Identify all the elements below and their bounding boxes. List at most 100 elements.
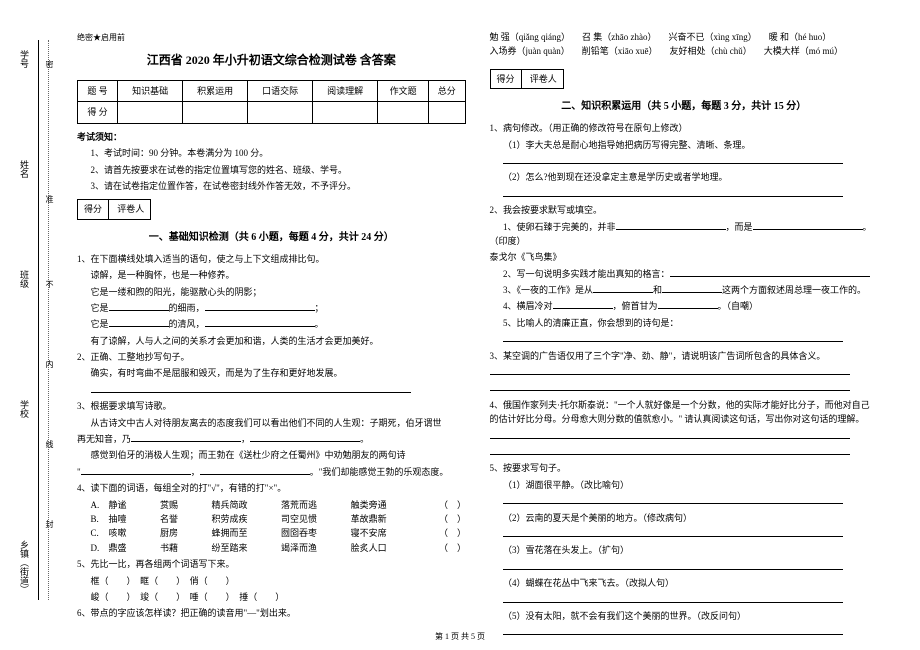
q2-2-3: 3、《一夜的工作》是从和这两个方面叙述周总理一夜工作的。 (490, 283, 879, 297)
paren: （ ） (426, 498, 466, 512)
blank (593, 283, 653, 293)
binding-margin: 学号 姓名 班级 学校 乡镇（街道） 密 准 不 内 线 封 (0, 0, 55, 650)
notice-title: 考试须知： (77, 130, 466, 144)
blank (616, 220, 726, 230)
q1-3d-c: 。"我们却能感觉王勃的乐观态度。 (310, 467, 449, 477)
blank (200, 465, 310, 475)
notice-1: 1、考试时间：90 分钟。本卷满分为 100 分。 (77, 146, 466, 160)
pinyin-row-2: 入场券（juàn quàn） 削铅笔（xiāo xuē） 友好相处（chù ch… (490, 44, 879, 58)
py-4: 入场券（juàn quàn） (490, 44, 570, 58)
blank (250, 432, 360, 442)
pinyin-row-1: 勉 强（qiǎng qiáng） 召 集（zhāo zhào） 兴奋不已（xìn… (490, 30, 879, 44)
q1-3d: "，。"我们却能感觉王勃的乐观态度。 (77, 465, 466, 479)
score-header-row: 题 号 知识基础 积累运用 口语交际 阅读理解 作文题 总分 (78, 80, 466, 101)
th-0: 题 号 (78, 80, 118, 101)
th-3: 口语交际 (248, 80, 313, 101)
q2-5-4: （4）蝴蝶在花丛中飞来飞去。（改拟人句） (490, 576, 879, 590)
blank (205, 301, 315, 311)
opt-b-l: B. (77, 512, 95, 526)
blank (490, 365, 850, 375)
notice-3: 3、请在试卷指定位置作答，在试卷密封线外作答无效，不予评分。 (77, 179, 466, 193)
score-value-row: 得 分 (78, 102, 466, 123)
q1-1a: 谅解，是一种胸怀，也是一种修养。 (77, 268, 466, 282)
blank (670, 267, 870, 277)
scorebox-a: 得分 (78, 200, 109, 218)
q2-1b-blank (490, 187, 879, 201)
q1-6: 6、带点的字应该怎样读？把正确的读音用"—"划出来。 (77, 606, 466, 620)
opt-c: C.咳嗽厨房蜂拥而至囫囵吞枣寝不安席（ ） (77, 526, 466, 540)
margin-solid-line (38, 40, 39, 600)
blank (503, 560, 843, 570)
q2-3: 3、某空调的广告语仅用了三个字"净、劲、静"，请说明该广告词所包含的具体含义。 (490, 349, 879, 363)
blank (91, 383, 411, 393)
q2-2-5blank (490, 332, 879, 346)
q1-3a: 从古诗文中古人对待朋友离去的态度我们可以看出他们不同的人生观：子期死，伯牙谓世 (77, 416, 466, 430)
right-column: 勉 强（qiǎng qiáng） 召 集（zhāo zhào） 兴奋不已（xìn… (478, 30, 891, 640)
q1-3b-a: 再无知音，乃 (77, 434, 131, 444)
scorebox2-a: 得分 (491, 70, 522, 88)
section2-title: 二、知识积累运用（共 5 小题，每题 3 分，共计 15 分） (490, 99, 879, 115)
blank (503, 527, 843, 537)
section1-title: 一、基础知识检测（共 6 小题，每题 4 分，共计 24 分） (77, 230, 466, 246)
q1-1d-a: 它是 (91, 319, 109, 329)
q2-5-2: （2）云南的夏天是个美丽的地方。（修改病句） (490, 511, 879, 525)
th-1: 知识基础 (118, 80, 183, 101)
opt-a: A.静谧赏赐精兵简政落荒而逃触类旁通（ ） (77, 498, 466, 512)
blank (109, 317, 169, 327)
q1-5r2: 峻（ ） 竣（ ） 唾（ ） 捶（ ） (77, 590, 466, 604)
blank (658, 299, 718, 309)
seal-2: 不 (44, 280, 55, 288)
opt-b-w: 抽噎名誉积劳成疾司空见惯革故鼎新 (95, 512, 426, 526)
py-0: 勉 强（qiǎng qiáng） (490, 30, 571, 44)
q2-5-2b (490, 527, 879, 541)
options: A.静谧赏赐精兵简政落荒而逃触类旁通（ ） B.抽噎名誉积劳成疾司空见惯革故鼎新… (77, 498, 466, 556)
opt-c-l: C. (77, 526, 95, 540)
q2-5-3b (490, 560, 879, 574)
q1-3b-b: ， (241, 434, 250, 444)
scorebox2-b: 评卷人 (524, 70, 563, 88)
q2-4: 4、俄国作家列夫·托尔斯泰说："一个人就好像是一个分数，他的实际才能好比分子，而… (490, 398, 879, 427)
q2-4blank2 (490, 445, 879, 459)
q2-5-4b (490, 593, 879, 607)
q2-1a-blank (490, 154, 879, 168)
blank (503, 593, 843, 603)
opt-d-l: D. (77, 541, 95, 555)
q2-5-1: （1）湖面很平静。（改比喻句） (490, 478, 879, 492)
q2-2-1: 1、使卵石臻于完美的，并非，而是。（印度） (490, 220, 879, 249)
q1-2blank (77, 383, 466, 397)
seal-1: 准 (44, 195, 55, 203)
q2-5-3: （3）雪花落在头发上。（扩句） (490, 543, 879, 557)
seal-4: 线 (44, 440, 55, 448)
content-columns: 绝密★启用前 江西省 2020 年小升初语文综合检测试卷 含答案 题 号 知识基… (55, 0, 920, 650)
blank (662, 283, 722, 293)
q2-2-1d: 泰戈尔《飞鸟集》 (490, 250, 879, 264)
left-column: 绝密★启用前 江西省 2020 年小升初语文综合检测试卷 含答案 题 号 知识基… (65, 30, 478, 640)
blank (553, 299, 613, 309)
scorebox-1: 得分 评卷人 (77, 199, 151, 219)
py-7: 大模大样（mó mú） (764, 44, 843, 58)
blank (503, 332, 843, 342)
blank (109, 301, 169, 311)
opt-a-l: A. (77, 498, 95, 512)
q2-1b: （2）怎么?他到现在还没拿定主意是学历史或者学地理。 (490, 170, 879, 184)
opt-b: B.抽噎名誉积劳成疾司空见惯革故鼎新（ ） (77, 512, 466, 526)
td-1 (118, 102, 183, 123)
q1-3b: 再无知音，乃，。 (77, 432, 466, 446)
td-5 (378, 102, 429, 123)
q2-2-2: 2、写一句说明多实践才能出真知的格言： (490, 267, 879, 281)
label-township: 乡镇（街道） (18, 540, 31, 594)
q2-4blank1 (490, 429, 879, 443)
q2-5-5: （5）没有太阳，就不会有我们这个美丽的世界。（改反问句） (490, 609, 879, 623)
opt-d: D.鼎盛书藉纷至踏来竭泽而渔脍炙人口（ ） (77, 541, 466, 555)
th-2: 积累运用 (183, 80, 248, 101)
blank (490, 429, 850, 439)
q2-1: 1、病句修改。（用正确的修改符号在原句上修改） (490, 121, 879, 135)
blank (81, 465, 191, 475)
label-school: 学校 (18, 400, 31, 418)
q2-5: 5、按要求写句子。 (490, 461, 879, 475)
td-3 (248, 102, 313, 123)
q1-1d: 它是的清风，。 (77, 317, 466, 331)
q1-1e: 有了谅解，人与人之间的关系才会更加和谐，人类的生活才会更加美好。 (77, 334, 466, 348)
opt-d-w: 鼎盛书藉纷至踏来竭泽而渔脍炙人口 (95, 541, 426, 555)
q2-2-5: 5、比喻人的清廉正直，你会想到的诗句是： (490, 316, 879, 330)
